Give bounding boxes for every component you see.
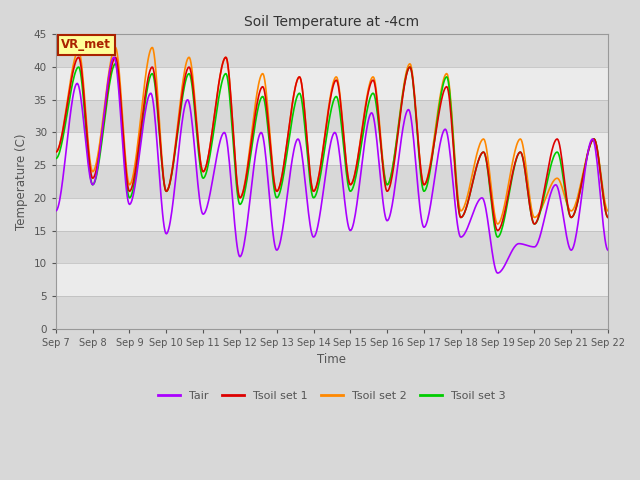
Y-axis label: Temperature (C): Temperature (C) [15,133,28,230]
Title: Soil Temperature at -4cm: Soil Temperature at -4cm [244,15,419,29]
Bar [56,67,608,100]
Bar [56,132,608,165]
Legend: Tair, Tsoil set 1, Tsoil set 2, Tsoil set 3: Tair, Tsoil set 1, Tsoil set 2, Tsoil se… [154,386,510,406]
Text: VR_met: VR_met [61,38,111,51]
Bar [56,263,608,296]
X-axis label: Time: Time [317,353,346,366]
Bar [56,198,608,230]
